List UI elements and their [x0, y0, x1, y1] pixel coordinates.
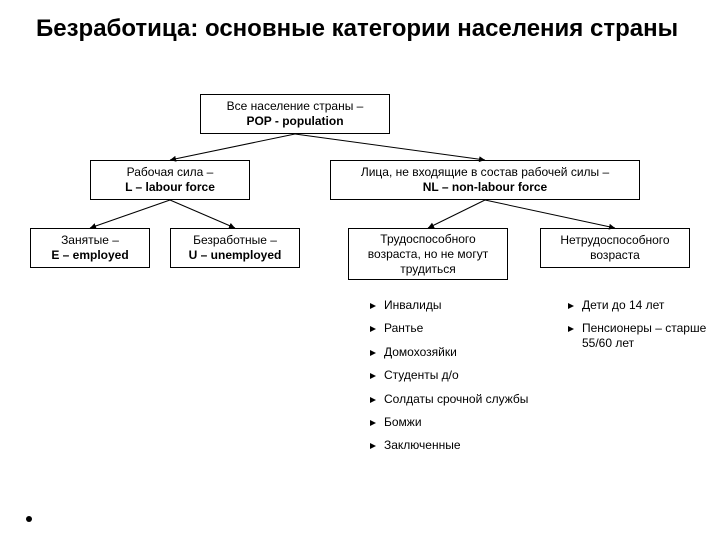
node-nonlabour-line2: NL – non-labour force [423, 180, 547, 194]
page-title: Безработица: основные категории населени… [36, 14, 678, 44]
node-labour-line2: L – labour force [125, 180, 215, 194]
bullet-able-0: Инвалиды [370, 298, 540, 312]
node-unemployed-line2: U – unemployed [189, 248, 282, 262]
node-pop: Все население страны – POP - population [200, 94, 390, 134]
node-able-line2: возраста, но не могут [368, 247, 488, 261]
node-unable-line1: Нетрудоспособного [560, 233, 669, 247]
node-pop-line2: POP - population [246, 114, 343, 128]
node-labour: Рабочая сила – L – labour force [90, 160, 250, 200]
slide-dot-icon [26, 516, 32, 522]
node-nonlabour-line1: Лица, не входящие в состав рабочей силы … [361, 165, 609, 179]
node-nonlabour: Лица, не входящие в состав рабочей силы … [330, 160, 640, 200]
bullet-unable-1: Пенсионеры – старше 55/60 лет [568, 321, 718, 350]
node-employed: Занятые – E – employed [30, 228, 150, 268]
node-employed-line1: Занятые – [61, 233, 119, 247]
bullet-able-2: Домохозяйки [370, 345, 540, 359]
node-unemployed-line1: Безработные – [193, 233, 277, 247]
bullet-able-1: Рантье [370, 321, 540, 335]
node-unemployed: Безработные – U – unemployed [170, 228, 300, 268]
bullet-able-3: Студенты д/о [370, 368, 540, 382]
node-able: Трудоспособного возраста, но не могут тр… [348, 228, 508, 280]
node-employed-line2: E – employed [51, 248, 128, 262]
node-unable-line2: возраста [590, 248, 640, 262]
bullet-able-4: Солдаты срочной службы [370, 392, 540, 406]
bullet-able-6: Заключенные [370, 438, 540, 452]
bullet-unable-0: Дети до 14 лет [568, 298, 718, 312]
bullet-able-5: Бомжи [370, 415, 540, 429]
node-pop-line1: Все население страны – [227, 99, 364, 113]
bullets-unable: Дети до 14 лет Пенсионеры – старше 55/60… [568, 298, 718, 359]
node-labour-line1: Рабочая сила – [127, 165, 214, 179]
node-able-line1: Трудоспособного [380, 232, 475, 246]
node-unable: Нетрудоспособного возраста [540, 228, 690, 268]
node-able-line3: трудиться [400, 262, 456, 276]
bullets-able: Инвалиды Рантье Домохозяйки Студенты д/о… [370, 298, 540, 462]
